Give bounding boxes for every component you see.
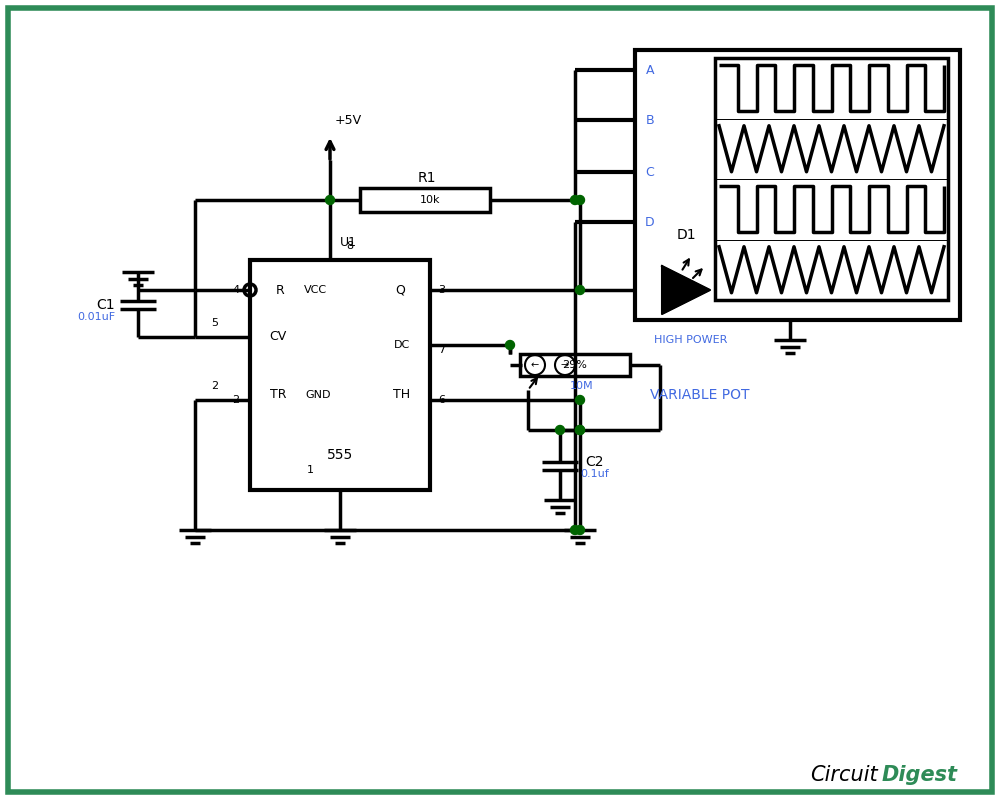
Text: DC: DC bbox=[394, 340, 410, 350]
Text: 10k: 10k bbox=[420, 195, 440, 205]
Text: VCC: VCC bbox=[303, 285, 327, 295]
Circle shape bbox=[576, 286, 584, 294]
Circle shape bbox=[576, 526, 584, 534]
Bar bbox=[715, 58, 948, 300]
Text: 1: 1 bbox=[306, 465, 314, 475]
Text: 4: 4 bbox=[232, 285, 240, 295]
Text: D1: D1 bbox=[676, 228, 696, 242]
Text: Q: Q bbox=[395, 283, 405, 297]
Circle shape bbox=[570, 195, 580, 205]
Text: Circuit: Circuit bbox=[810, 765, 878, 785]
Text: 0.01uF: 0.01uF bbox=[77, 312, 115, 322]
Circle shape bbox=[556, 426, 564, 434]
Text: B: B bbox=[646, 114, 654, 126]
Text: Digest: Digest bbox=[882, 765, 958, 785]
Text: R1: R1 bbox=[418, 171, 436, 185]
Text: D: D bbox=[645, 215, 655, 229]
Text: 555: 555 bbox=[327, 448, 353, 462]
Bar bbox=[520, 354, 630, 376]
Bar bbox=[635, 50, 960, 320]
Text: 8: 8 bbox=[346, 241, 354, 251]
Text: TR: TR bbox=[270, 389, 286, 402]
Text: →: → bbox=[561, 360, 569, 370]
Text: 0.1uf: 0.1uf bbox=[581, 469, 609, 479]
Text: HIGH POWER: HIGH POWER bbox=[654, 335, 728, 345]
Text: 7: 7 bbox=[438, 345, 446, 355]
Circle shape bbox=[326, 195, 334, 205]
Text: 6: 6 bbox=[438, 395, 446, 405]
Text: GND: GND bbox=[305, 390, 331, 400]
Text: 2: 2 bbox=[211, 381, 219, 391]
Text: C1: C1 bbox=[96, 298, 115, 312]
Text: 3: 3 bbox=[438, 285, 446, 295]
Text: +5V: +5V bbox=[335, 114, 362, 127]
Text: TH: TH bbox=[393, 389, 411, 402]
Polygon shape bbox=[662, 266, 710, 314]
Bar bbox=[360, 188, 490, 212]
Circle shape bbox=[506, 341, 514, 350]
Circle shape bbox=[576, 426, 584, 434]
Text: 5: 5 bbox=[212, 318, 218, 328]
Text: R: R bbox=[276, 283, 284, 297]
Text: VARIABLE POT: VARIABLE POT bbox=[650, 388, 750, 402]
Circle shape bbox=[570, 526, 580, 534]
Text: A: A bbox=[646, 63, 654, 77]
Circle shape bbox=[576, 426, 584, 434]
Bar bbox=[250, 260, 430, 490]
Text: CV: CV bbox=[269, 330, 287, 343]
Circle shape bbox=[576, 395, 584, 405]
Text: ←: ← bbox=[531, 360, 539, 370]
Text: C: C bbox=[646, 166, 654, 178]
Circle shape bbox=[576, 195, 584, 205]
Text: U1: U1 bbox=[340, 235, 357, 249]
Text: 29%: 29% bbox=[563, 360, 587, 370]
Text: 10M: 10M bbox=[570, 381, 594, 391]
Text: 2: 2 bbox=[232, 395, 240, 405]
Text: C2: C2 bbox=[586, 455, 604, 469]
